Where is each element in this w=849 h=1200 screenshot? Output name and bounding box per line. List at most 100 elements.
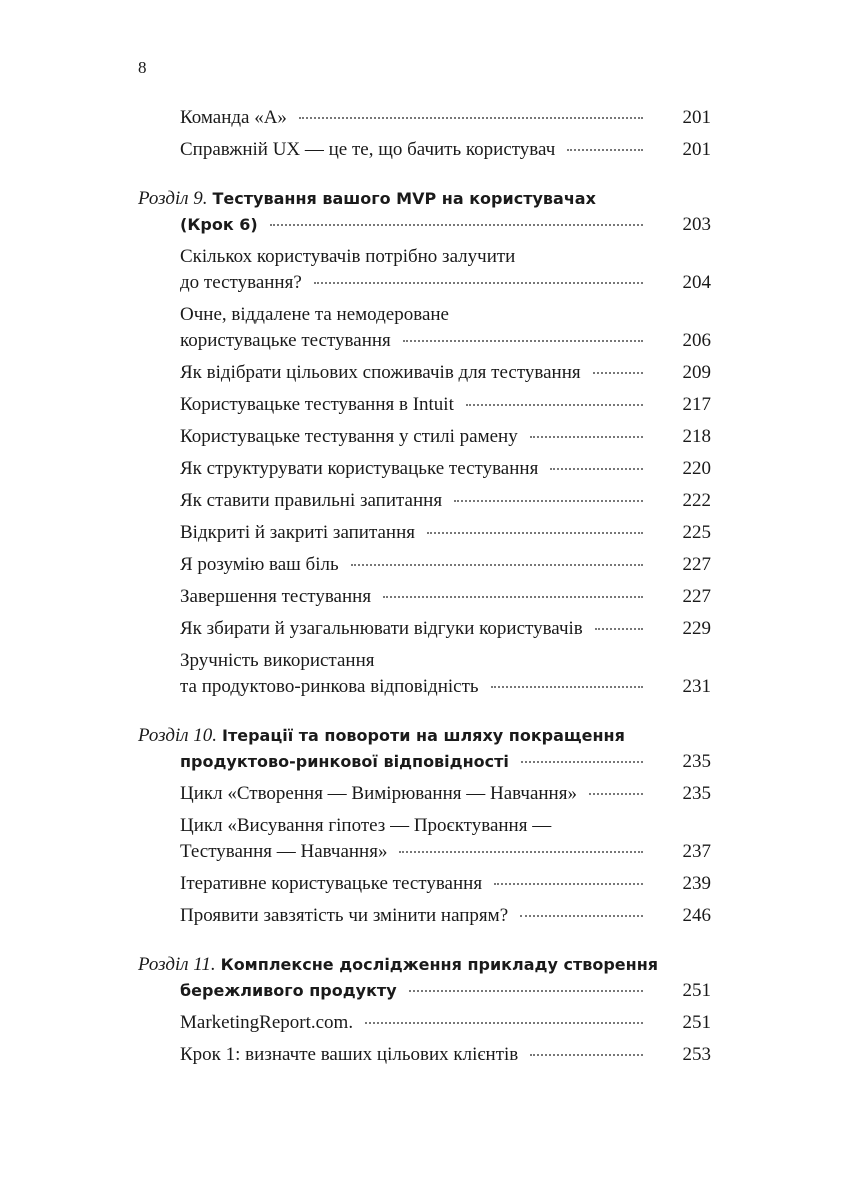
entry-line: Я розумію ваш біль 227	[180, 552, 711, 578]
chapter-entry: Розділ 9. Тестування вашого MVP на корист…	[138, 186, 711, 238]
chapter-label: Розділ 9.	[138, 188, 208, 209]
dot-leader	[529, 436, 643, 438]
entry-title: Цикл «Створення — Вимірювання — Навчання…	[180, 783, 577, 804]
section-entry: Ітеративне користувацьке тестування 239	[180, 871, 711, 897]
entry-line: MarketingReport.com. 251	[180, 1010, 711, 1036]
section-entry: Крок 1: визначте ваших цільових клієнтів…	[180, 1042, 711, 1068]
entry-line: Ітеративне користувацьке тестування 239	[180, 871, 711, 897]
page-ref: 204	[682, 272, 712, 293]
entry-title: Відкриті й закриті запитання	[180, 522, 416, 543]
entry-line: Користувацьке тестування у стилі рамену 2…	[180, 424, 711, 450]
section-entry: Цикл «Створення — Вимірювання — Навчання…	[180, 781, 711, 807]
page-ref: 203	[682, 214, 712, 235]
dot-leader	[592, 372, 643, 374]
entry-title: продуктово-ринкової відповідності	[180, 752, 509, 771]
entry-line: Відкриті й закриті запитання 225	[180, 520, 711, 546]
dot-leader	[399, 851, 643, 853]
chapter-entry: Розділ 10. Ітерації та повороти на шляху …	[138, 723, 711, 775]
page-ref: 201	[682, 107, 712, 128]
table-of-contents: Команда «А» 201 Справжній UX — це те, що б…	[138, 105, 712, 1068]
dot-leader	[454, 500, 643, 502]
section-entry: Як структурувати користувацьке тестуванн…	[180, 456, 711, 482]
entry-title: Команда «А»	[180, 107, 287, 128]
dot-leader	[298, 117, 643, 119]
entry-line: Розділ 10. Ітерації та повороти на шляху …	[138, 723, 711, 749]
page-number: 8	[138, 58, 147, 77]
section-entry: Як ставити правильні запитання 222	[180, 488, 711, 514]
entry-line: Справжній UX — це те, що бачить користув…	[180, 137, 711, 163]
section-entry: Очне, віддалене та немодероване користува…	[180, 302, 711, 354]
page-ref: 229	[682, 618, 712, 639]
dot-leader	[594, 628, 643, 630]
entry-title: Користувацьке тестування в Intuit	[180, 394, 454, 415]
dot-leader	[530, 1054, 643, 1056]
page-ref: 235	[682, 783, 712, 804]
entry-line: бережливого продукту 251	[180, 978, 711, 1004]
section-entry: Зручність використання та продуктово-ринк…	[180, 648, 711, 700]
section-entry: Відкриті й закриті запитання 225	[180, 520, 711, 546]
entry-line: (Крок 6) 203	[180, 212, 711, 238]
dot-leader	[520, 915, 643, 917]
dot-leader	[383, 596, 643, 598]
dot-leader	[588, 793, 643, 795]
entry-title: Справжній UX — це те, що бачить користув…	[180, 139, 556, 160]
dot-leader	[465, 404, 643, 406]
page-ref: 220	[682, 458, 712, 479]
section-entry: Справжній UX — це те, що бачить користув…	[180, 137, 711, 163]
page-ref: 222	[682, 490, 712, 511]
entry-line: Проявити завзятість чи змінити напрям? 24…	[180, 903, 711, 929]
page-ref: 209	[682, 362, 712, 383]
entry-title: та продуктово-ринкова відповідність	[180, 676, 479, 697]
entry-title: Ітеративне користувацьке тестування	[180, 873, 483, 894]
dot-leader	[550, 468, 643, 470]
entry-title: Очне, віддалене та немодероване	[180, 304, 449, 325]
chapter-entry: Розділ 11. Комплексне дослідження приклад…	[138, 952, 711, 1004]
page-ref: 231	[682, 676, 712, 697]
entry-title: до тестування?	[180, 272, 302, 293]
page-ref: 246	[682, 905, 712, 926]
section-entry: Користувацьке тестування у стилі рамену 2…	[180, 424, 711, 450]
entry-line: Цикл «Висування гіпотез — Проєктування —	[180, 813, 711, 839]
dot-leader	[520, 761, 643, 763]
dot-leader	[494, 883, 643, 885]
entry-line: Розділ 11. Комплексне дослідження приклад…	[138, 952, 711, 978]
entry-line: Крок 1: визначте ваших цільових клієнтів…	[180, 1042, 711, 1068]
dot-leader	[313, 282, 643, 284]
entry-line: Тестування — Навчання» 237	[180, 839, 711, 865]
section-entry: MarketingReport.com. 251	[180, 1010, 711, 1036]
entry-title: Крок 1: визначте ваших цільових клієнтів	[180, 1044, 519, 1065]
dot-leader	[408, 990, 643, 992]
page-ref: 218	[682, 426, 712, 447]
section-entry: Проявити завзятість чи змінити напрям? 24…	[180, 903, 711, 929]
dot-leader	[567, 149, 643, 151]
entry-line: Як ставити правильні запитання 222	[180, 488, 711, 514]
entry-title: Цикл «Висування гіпотез — Проєктування —	[180, 815, 552, 836]
page-ref: 239	[682, 873, 712, 894]
dot-leader	[365, 1022, 643, 1024]
entry-line: та продуктово-ринкова відповідність 231	[180, 674, 711, 700]
entry-line: Розділ 9. Тестування вашого MVP на корист…	[138, 186, 711, 212]
entry-line: Як відібрати цільових споживачів для тес…	[180, 360, 711, 386]
entry-title: Як структурувати користувацьке тестуванн…	[180, 458, 539, 479]
entry-title: Зручність використання	[180, 650, 375, 671]
entry-title: Як відібрати цільових споживачів для тес…	[180, 362, 581, 383]
entry-line: продуктово-ринкової відповідності 235	[180, 749, 711, 775]
entry-line: Завершення тестування 227	[180, 584, 711, 610]
dot-leader	[427, 532, 643, 534]
entry-title: (Крок 6)	[180, 215, 258, 234]
section-entry: Скількох користувачів потрібно залучити д…	[180, 244, 711, 296]
entry-line: Очне, віддалене та немодероване	[180, 302, 711, 328]
entry-title: Як ставити правильні запитання	[180, 490, 443, 511]
section-entry: Цикл «Висування гіпотез — Проєктування —…	[180, 813, 711, 865]
page-ref: 206	[682, 330, 712, 351]
section-entry: Я розумію ваш біль 227	[180, 552, 711, 578]
page-ref: 253	[682, 1044, 712, 1065]
section-entry: Команда «А» 201	[180, 105, 711, 131]
entry-title: Ітерації та повороти на шляху покращення	[222, 726, 625, 745]
page-ref: 217	[682, 394, 712, 415]
dot-leader	[402, 340, 643, 342]
entry-line: Команда «А» 201	[180, 105, 711, 131]
dot-leader	[490, 686, 643, 688]
dot-leader	[350, 564, 643, 566]
